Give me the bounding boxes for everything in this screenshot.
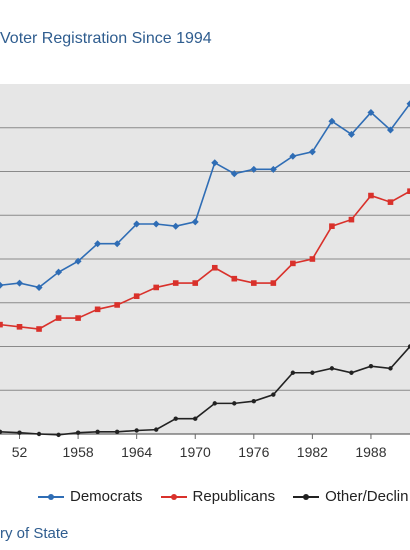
data-point — [349, 370, 354, 375]
data-point — [16, 324, 23, 330]
data-point — [75, 430, 81, 435]
data-point — [309, 256, 316, 262]
data-point — [251, 280, 257, 286]
data-point — [17, 430, 22, 435]
data-point — [348, 216, 355, 223]
data-point — [153, 427, 159, 432]
data-point — [250, 165, 258, 173]
data-point — [36, 326, 42, 332]
data-point — [308, 148, 316, 156]
data-point — [387, 199, 394, 205]
legend-label: Other/Declin — [325, 488, 409, 505]
data-point — [114, 429, 120, 435]
x-tick-label: 1958 — [63, 444, 94, 460]
legend-swatch — [38, 491, 64, 503]
data-point — [134, 428, 139, 433]
data-point — [367, 108, 375, 116]
data-point — [270, 280, 277, 286]
data-point — [347, 130, 355, 138]
x-tick-label: 1976 — [238, 444, 269, 460]
data-point — [191, 218, 199, 226]
data-point — [329, 223, 335, 229]
data-point — [192, 280, 199, 286]
data-point — [74, 257, 82, 265]
legend-swatch — [160, 491, 187, 503]
data-point — [251, 398, 257, 404]
x-tick-label: 1988 — [355, 444, 386, 460]
data-point — [0, 281, 4, 289]
chart-title: Voter Registration Since 1994 — [0, 30, 212, 47]
data-point — [388, 366, 393, 371]
data-point — [328, 117, 336, 125]
data-point — [172, 280, 179, 286]
data-point — [133, 293, 140, 299]
data-point — [329, 366, 335, 371]
data-point — [290, 260, 296, 267]
data-point — [94, 240, 102, 248]
data-point — [290, 370, 296, 375]
line-chart: 52 1958 1964 1970 1976 1982 1988 — [0, 84, 410, 460]
x-tick-label: 1964 — [121, 444, 152, 460]
legend-item: Democrats — [38, 488, 143, 505]
data-point — [211, 264, 218, 271]
data-point — [133, 220, 141, 228]
legend-item: Other/Declin — [293, 488, 408, 505]
data-point — [289, 152, 297, 160]
data-point — [0, 321, 3, 328]
series-line-1 — [0, 190, 410, 330]
plot-area: 52 1958 1964 1970 1976 1982 1988 — [0, 84, 410, 473]
data-point — [55, 315, 62, 321]
legend-swatch — [293, 491, 320, 503]
data-point — [172, 222, 180, 230]
data-point — [407, 344, 410, 349]
legend-label: Republicans — [192, 488, 276, 505]
data-point — [269, 165, 277, 173]
series-line-2 — [0, 345, 410, 436]
data-point — [173, 416, 178, 421]
data-point — [36, 431, 42, 437]
data-point — [55, 268, 63, 276]
x-tick-label: 52 — [12, 444, 28, 460]
data-point — [212, 401, 217, 406]
data-point — [310, 370, 315, 375]
data-point — [193, 416, 198, 421]
data-point — [0, 429, 3, 435]
data-point — [113, 240, 121, 248]
x-tick-label: 1970 — [180, 444, 211, 460]
data-point — [271, 392, 276, 397]
data-point — [153, 284, 159, 291]
source-note: ry of State — [0, 525, 69, 542]
x-tick-label: 1982 — [297, 444, 328, 460]
data-point — [406, 100, 410, 108]
data-point — [211, 159, 219, 167]
legend: Democrats Republicans Other/Declin — [0, 488, 410, 505]
data-point — [114, 302, 120, 308]
data-point — [94, 306, 101, 313]
data-point — [368, 363, 374, 369]
data-point — [230, 170, 238, 178]
data-point — [231, 275, 238, 282]
series-line-0 — [0, 103, 410, 289]
data-point — [386, 126, 394, 134]
data-point — [35, 283, 43, 291]
legend-label: Democrats — [70, 488, 143, 505]
data-point — [95, 429, 100, 435]
data-point — [16, 279, 24, 287]
data-point — [407, 188, 410, 194]
legend-item: Republicans — [160, 488, 276, 505]
data-point — [56, 432, 61, 438]
data-point — [152, 220, 160, 228]
data-point — [75, 315, 81, 321]
data-point — [368, 192, 374, 199]
data-point — [232, 401, 237, 406]
